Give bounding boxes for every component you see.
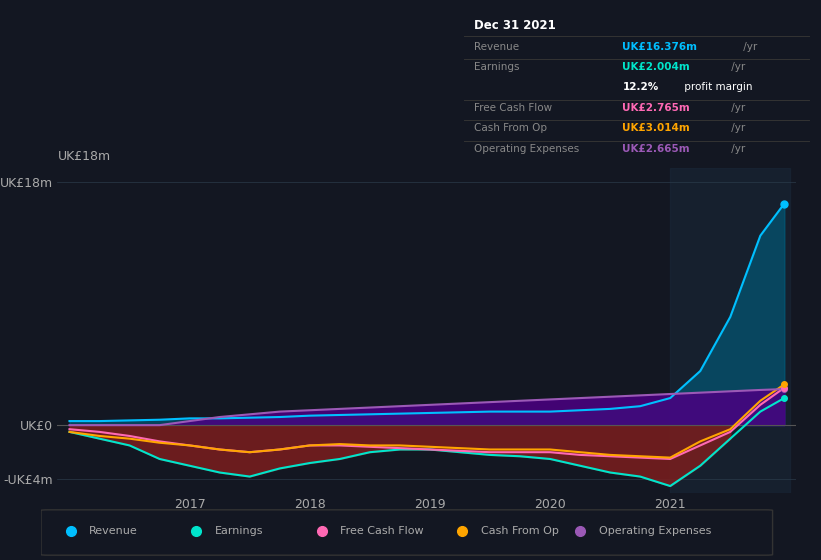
Text: /yr: /yr <box>740 41 757 52</box>
Text: Earnings: Earnings <box>475 62 520 72</box>
Text: Dec 31 2021: Dec 31 2021 <box>475 19 556 32</box>
Text: Cash From Op: Cash From Op <box>481 526 558 536</box>
Text: UK£2.004m: UK£2.004m <box>622 62 690 72</box>
Text: /yr: /yr <box>728 123 745 133</box>
Text: UK£2.765m: UK£2.765m <box>622 103 690 113</box>
Text: profit margin: profit margin <box>681 82 753 92</box>
Bar <box>670 168 791 493</box>
Text: /yr: /yr <box>728 62 745 72</box>
Text: UK£2.665m: UK£2.665m <box>622 144 690 154</box>
Text: 12.2%: 12.2% <box>622 82 658 92</box>
Text: UK£16.376m: UK£16.376m <box>622 41 698 52</box>
Text: Operating Expenses: Operating Expenses <box>475 144 580 154</box>
Text: /yr: /yr <box>728 144 745 154</box>
Text: Earnings: Earnings <box>215 526 264 536</box>
Text: Operating Expenses: Operating Expenses <box>599 526 711 536</box>
Text: Free Cash Flow: Free Cash Flow <box>475 103 553 113</box>
Text: Revenue: Revenue <box>89 526 138 536</box>
Text: Revenue: Revenue <box>475 41 520 52</box>
Text: UK£18m: UK£18m <box>57 150 111 162</box>
Text: Cash From Op: Cash From Op <box>475 123 548 133</box>
Text: UK£3.014m: UK£3.014m <box>622 123 690 133</box>
Text: Free Cash Flow: Free Cash Flow <box>341 526 424 536</box>
Text: /yr: /yr <box>728 103 745 113</box>
